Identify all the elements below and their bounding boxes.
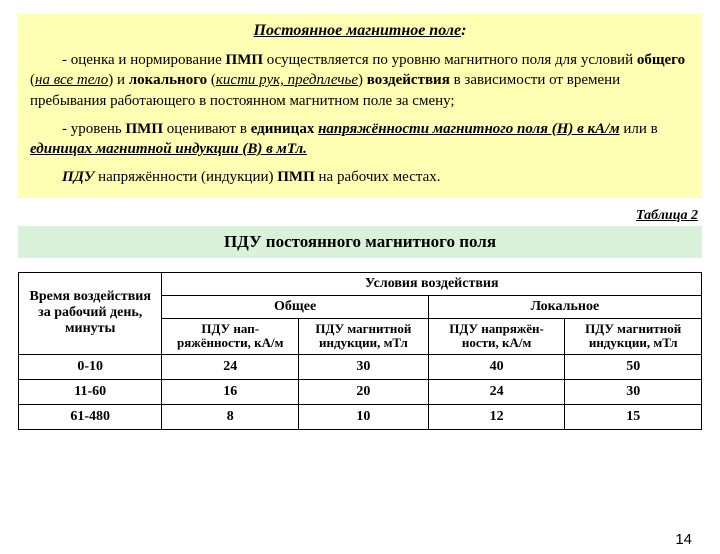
text: - оценка и нормирование: [62, 52, 226, 68]
text: на рабочих местах.: [315, 169, 441, 185]
text-bold: воздействия: [367, 72, 450, 88]
paragraph-1: - оценка и нормирование ПМП осуществляет…: [30, 50, 690, 111]
cell: 8: [162, 405, 299, 430]
cell-time: 61-480: [19, 405, 162, 430]
th-col3: ПДУ напряжён- ности, кА/м: [428, 318, 565, 355]
th-local: Локальное: [428, 295, 701, 318]
text-bold: локального: [129, 72, 207, 88]
th-time: Время воздействия за рабочий день, минут…: [19, 272, 162, 355]
cell-time: 0-10: [19, 355, 162, 380]
cell: 15: [565, 405, 702, 430]
text-bold: ПМП: [126, 121, 164, 137]
text-bold: ПМП: [226, 52, 264, 68]
cell-time: 11-60: [19, 380, 162, 405]
cell: 24: [428, 380, 565, 405]
text-bold-italic-underline: единицах магнитной индукции (B) в мТл.: [30, 141, 307, 157]
title-text: Постоянное магнитное поле: [254, 22, 462, 39]
text-bold: общего: [637, 52, 685, 68]
table-title: ПДУ постоянного магнитного поля: [18, 226, 702, 258]
th-general: Общее: [162, 295, 428, 318]
info-block: Постоянное магнитное поле: - оценка и но…: [18, 14, 702, 198]
th-col4: ПДУ магнитной индукции, мТл: [565, 318, 702, 355]
paragraph-2: - уровень ПМП оценивают в единицах напря…: [30, 119, 690, 160]
text: - уровень: [62, 121, 126, 137]
table-row: 11-60 16 20 24 30: [19, 380, 702, 405]
block-title: Постоянное магнитное поле:: [30, 22, 690, 40]
pdu-table: Время воздействия за рабочий день, минут…: [18, 272, 702, 431]
text: и: [117, 72, 129, 88]
cell: 50: [565, 355, 702, 380]
text: оценивают в: [163, 121, 251, 137]
text: напряжённости (индукции): [94, 169, 277, 185]
cell: 10: [299, 405, 429, 430]
cell: 12: [428, 405, 565, 430]
text: ): [108, 72, 117, 88]
text: или в: [620, 121, 658, 137]
cell: 30: [565, 380, 702, 405]
text-italic-underline: кисти рук, предплечье: [216, 72, 358, 88]
text-bold-italic: ПДУ: [62, 169, 94, 185]
text: (: [207, 72, 216, 88]
table-label: Таблица 2: [0, 208, 698, 224]
text-bold-italic-underline: напряжённости магнитного поля (H) в кА/м: [318, 121, 620, 137]
cell: 20: [299, 380, 429, 405]
paragraph-3: ПДУ напряжённости (индукции) ПМП на рабо…: [30, 167, 690, 187]
title-colon: :: [461, 22, 466, 39]
th-col2: ПДУ магнитной индукции, мТл: [299, 318, 429, 355]
text-italic-underline: на все тело: [35, 72, 108, 88]
text: осуществляется по уровню магнитного поля…: [263, 52, 637, 68]
table-row: 0-10 24 30 40 50: [19, 355, 702, 380]
text-bold: ПМП: [277, 169, 315, 185]
cell: 24: [162, 355, 299, 380]
table-body: 0-10 24 30 40 50 11-60 16 20 24 30 61-48…: [19, 355, 702, 430]
text: ): [358, 72, 367, 88]
th-col1: ПДУ нап- ряжённости, кА/м: [162, 318, 299, 355]
cell: 40: [428, 355, 565, 380]
cell: 16: [162, 380, 299, 405]
cell: 30: [299, 355, 429, 380]
table-row: 61-480 8 10 12 15: [19, 405, 702, 430]
text-bold: единицах: [251, 121, 315, 137]
th-exposure: Условия воздействия: [162, 272, 702, 295]
